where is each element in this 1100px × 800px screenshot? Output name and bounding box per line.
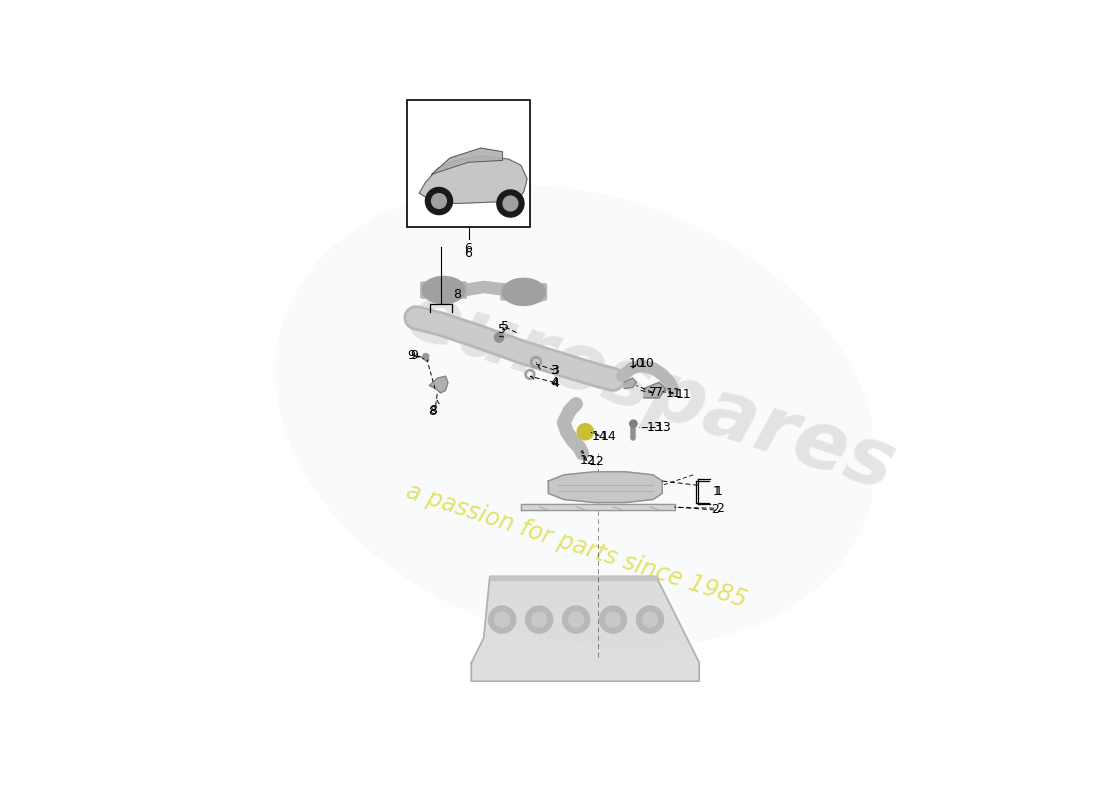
Text: 4: 4 xyxy=(551,377,559,390)
Text: 4: 4 xyxy=(551,376,559,389)
Circle shape xyxy=(606,612,620,627)
Circle shape xyxy=(426,187,452,214)
Circle shape xyxy=(642,612,658,627)
Circle shape xyxy=(488,606,516,633)
Text: 13: 13 xyxy=(656,421,672,434)
Text: 5: 5 xyxy=(497,323,506,336)
Text: 6: 6 xyxy=(464,242,473,255)
Text: 2: 2 xyxy=(711,503,718,517)
Circle shape xyxy=(503,196,518,211)
Circle shape xyxy=(569,612,583,627)
Text: 10: 10 xyxy=(628,358,645,370)
Circle shape xyxy=(495,333,504,342)
Circle shape xyxy=(422,354,429,360)
Polygon shape xyxy=(644,382,666,398)
Ellipse shape xyxy=(422,277,465,303)
Bar xyxy=(407,100,530,227)
Text: 9: 9 xyxy=(407,350,415,362)
FancyBboxPatch shape xyxy=(500,284,547,300)
Text: eurospares: eurospares xyxy=(396,276,904,507)
FancyBboxPatch shape xyxy=(421,282,466,298)
Circle shape xyxy=(431,194,447,209)
Text: 12: 12 xyxy=(588,455,604,469)
Text: 14: 14 xyxy=(601,430,616,442)
Text: 6: 6 xyxy=(464,247,473,260)
Circle shape xyxy=(629,420,637,427)
Text: 8: 8 xyxy=(453,288,462,301)
Polygon shape xyxy=(419,156,527,203)
Polygon shape xyxy=(429,376,448,393)
Circle shape xyxy=(637,606,663,633)
Circle shape xyxy=(531,612,547,627)
Text: 3: 3 xyxy=(551,364,559,378)
Circle shape xyxy=(600,606,627,633)
Ellipse shape xyxy=(275,185,877,648)
Text: 8: 8 xyxy=(429,405,437,418)
Polygon shape xyxy=(431,148,503,174)
Text: 1: 1 xyxy=(713,485,721,498)
Text: 8: 8 xyxy=(429,404,437,417)
Text: 2: 2 xyxy=(716,502,725,515)
Text: 14: 14 xyxy=(592,430,607,442)
Text: 11: 11 xyxy=(666,387,681,400)
Polygon shape xyxy=(624,378,637,389)
Text: 13: 13 xyxy=(647,421,663,434)
Circle shape xyxy=(497,190,524,217)
Circle shape xyxy=(578,424,593,439)
Text: 5: 5 xyxy=(502,321,509,334)
Text: 7: 7 xyxy=(654,386,663,398)
Polygon shape xyxy=(548,472,662,502)
Polygon shape xyxy=(471,577,700,682)
Circle shape xyxy=(495,612,509,627)
Text: 9: 9 xyxy=(410,350,419,362)
Ellipse shape xyxy=(502,278,546,306)
Circle shape xyxy=(526,606,552,633)
Text: a passion for parts since 1985: a passion for parts since 1985 xyxy=(403,479,749,612)
Text: 3: 3 xyxy=(551,364,559,377)
Text: 11: 11 xyxy=(675,388,692,401)
Polygon shape xyxy=(490,577,656,579)
Text: 10: 10 xyxy=(639,358,654,370)
Polygon shape xyxy=(520,504,674,510)
Circle shape xyxy=(562,606,590,633)
Text: 1: 1 xyxy=(715,486,723,498)
Text: 7: 7 xyxy=(649,386,657,399)
Text: 12: 12 xyxy=(580,454,595,467)
